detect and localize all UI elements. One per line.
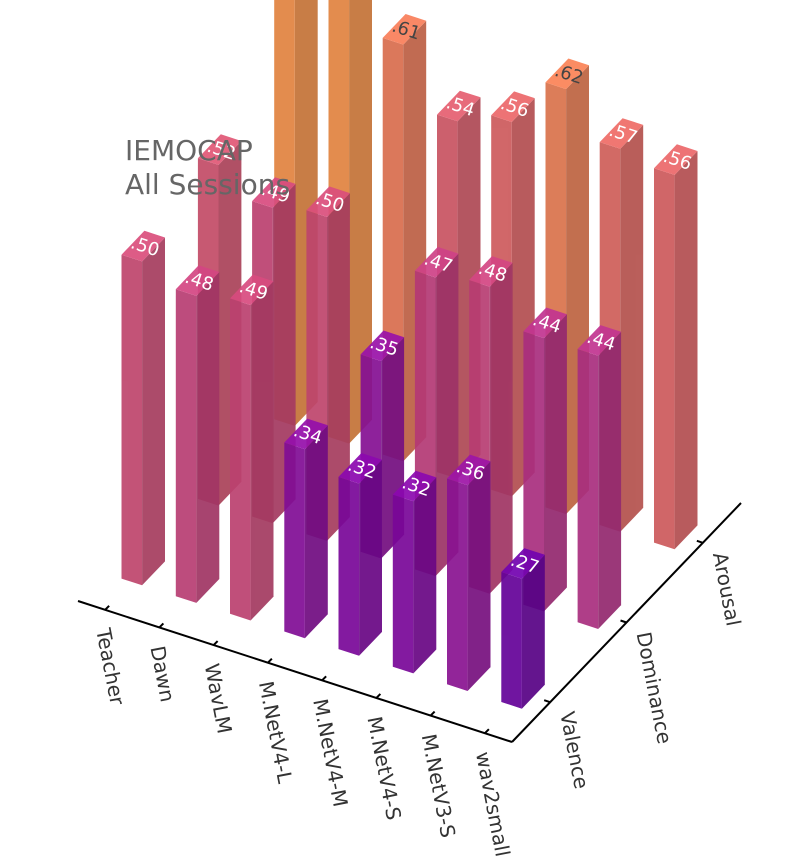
- y-tick-label: Dominance: [632, 630, 677, 746]
- bar-side-face: [674, 151, 698, 550]
- bar-front-face: [501, 572, 522, 709]
- bar: [523, 307, 567, 612]
- bar-side-face: [142, 237, 165, 586]
- bar-side-face: [620, 124, 644, 532]
- bar-side-face: [327, 193, 350, 541]
- bar-side-face: [467, 461, 491, 691]
- bar: [501, 548, 545, 709]
- y-tick-label: Arousal: [708, 550, 746, 628]
- x-tick: [321, 675, 327, 682]
- bar-top-face: [360, 330, 405, 362]
- x-axis-line: [77, 600, 513, 743]
- x-tick-label: M.NetV4-L: [254, 679, 297, 786]
- bar: [284, 418, 328, 639]
- x-tick-label: WavLM: [200, 661, 237, 735]
- bars: [121, 0, 698, 709]
- x-tick-label: M.NetV3-S: [417, 732, 461, 840]
- bar-top-face: [577, 325, 622, 356]
- bar-top-face: [447, 454, 491, 486]
- bar-side-face: [521, 554, 545, 709]
- bar-front-face: [338, 476, 360, 656]
- bar-top-face: [306, 186, 350, 217]
- x-tick: [484, 728, 490, 734]
- y-tick: [620, 619, 627, 624]
- bar-front-face: [447, 478, 468, 691]
- chart-title-line-1: IEMOCAP: [125, 134, 253, 167]
- bar-top-face: [523, 307, 567, 339]
- bar-front-face: [175, 289, 197, 603]
- bar-top-face: [284, 418, 328, 450]
- chart-title-line-2: All Sessions: [125, 168, 290, 201]
- bar-front-face: [392, 494, 414, 674]
- bar-side-face: [413, 477, 437, 674]
- bar-front-face: [230, 298, 251, 621]
- bar-top-face: [414, 246, 459, 278]
- bar-side-face: [304, 425, 328, 639]
- bar-side-face: [359, 459, 382, 656]
- bar-top-face: [599, 118, 644, 149]
- bar-front-face: [654, 168, 675, 550]
- x-tick: [267, 657, 273, 664]
- bar-top-face: [197, 134, 242, 165]
- bar-top-face: [252, 177, 296, 208]
- bar: [338, 453, 382, 656]
- bar-top-face: [382, 14, 427, 45]
- x-tick: [375, 693, 382, 699]
- bar-top-face: [338, 453, 382, 484]
- x-tick-label: wav2small: [471, 750, 515, 859]
- bar-side-face: [544, 314, 567, 612]
- x-tick-label: M.NetV4-S: [362, 714, 406, 822]
- y-tick-label: Valence: [555, 710, 593, 791]
- bar: [121, 230, 165, 586]
- bar: [230, 274, 274, 621]
- bar-top-face: [392, 470, 437, 502]
- x-tick-label: M.NetV4-M: [308, 697, 352, 809]
- bar-side-face: [598, 331, 622, 629]
- bar-top-face: [437, 90, 481, 122]
- bar-top-face: [654, 144, 698, 175]
- bar-front-face: [523, 331, 544, 612]
- bar: [175, 265, 220, 603]
- y-tick: [543, 699, 551, 704]
- bar: [447, 454, 491, 691]
- bar-top-face: [501, 548, 545, 579]
- x-tick: [212, 640, 219, 646]
- x-tick: [104, 605, 110, 611]
- bar-side-face: [349, 0, 372, 444]
- x-tick-label: Dawn: [145, 644, 179, 704]
- y-tick: [696, 539, 704, 544]
- bar: [392, 470, 437, 674]
- bar-top-face: [175, 265, 220, 296]
- bar-front-face: [284, 442, 305, 639]
- bar-side-face: [489, 262, 513, 594]
- bar-top-face: [121, 230, 165, 262]
- bar-top-face: [230, 274, 274, 306]
- bar-top-face: [545, 58, 589, 90]
- x-tick-label: Teacher: [91, 625, 130, 707]
- bar-top-face: [469, 256, 513, 287]
- bar-top-face: [491, 91, 535, 122]
- bar: [577, 325, 622, 629]
- x-tick: [429, 710, 436, 717]
- bar-front-face: [121, 254, 143, 586]
- bar-front-face: [577, 349, 599, 629]
- bar-side-face: [250, 281, 274, 621]
- bar: [654, 144, 698, 550]
- bar-side-face: [196, 272, 220, 603]
- x-tick: [158, 622, 165, 629]
